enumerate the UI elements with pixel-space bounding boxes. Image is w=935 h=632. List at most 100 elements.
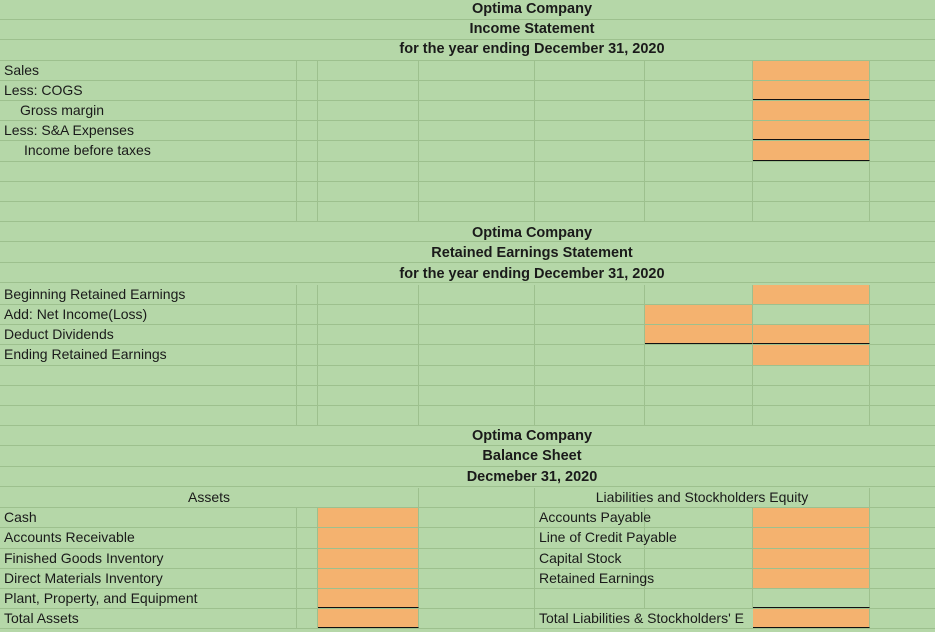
cell[interactable]	[645, 345, 753, 365]
cell[interactable]	[297, 609, 318, 629]
label-capital-stock[interactable]: Capital Stock	[535, 548, 645, 568]
cell[interactable]	[535, 305, 645, 325]
label-sa-expenses[interactable]: Less: S&A Expenses	[0, 121, 297, 141]
label-finished-goods[interactable]: Finished Goods Inventory	[0, 548, 297, 568]
cell[interactable]	[645, 80, 753, 100]
cell[interactable]	[318, 101, 419, 121]
cell[interactable]	[297, 101, 318, 121]
cell[interactable]	[318, 305, 419, 325]
cell[interactable]	[419, 568, 535, 588]
cell[interactable]	[419, 345, 535, 365]
cell[interactable]	[753, 161, 870, 181]
cell[interactable]	[645, 141, 753, 161]
cell[interactable]	[318, 284, 419, 304]
input-cogs[interactable]	[753, 80, 870, 100]
cell[interactable]	[535, 121, 645, 141]
cell[interactable]	[318, 345, 419, 365]
cell[interactable]	[297, 508, 318, 528]
cell[interactable]	[645, 161, 753, 181]
cell[interactable]	[645, 385, 753, 405]
cell[interactable]	[645, 121, 753, 141]
input-income-before-taxes[interactable]	[753, 141, 870, 161]
cell[interactable]	[870, 162, 935, 181]
cell[interactable]	[318, 121, 419, 141]
cell[interactable]	[0, 161, 297, 181]
label-accounts-payable[interactable]: Accounts Payable	[535, 508, 651, 528]
cell[interactable]	[645, 101, 753, 121]
input-sa-expenses[interactable]	[753, 121, 870, 141]
input-accounts-payable[interactable]	[753, 508, 870, 528]
cell[interactable]	[419, 609, 535, 629]
cell[interactable]	[535, 181, 645, 201]
cell[interactable]	[870, 488, 935, 507]
cell[interactable]	[419, 508, 535, 528]
label-dividends[interactable]: Deduct Dividends	[0, 325, 297, 345]
cell[interactable]	[318, 161, 419, 181]
cell[interactable]	[297, 161, 318, 181]
cell[interactable]	[297, 202, 318, 222]
cell[interactable]	[318, 325, 419, 345]
cell[interactable]	[419, 60, 535, 80]
input-dividends-total[interactable]	[753, 325, 870, 345]
cell[interactable]	[535, 365, 645, 385]
input-capital-stock[interactable]	[753, 548, 870, 568]
cell[interactable]	[753, 181, 870, 201]
cell[interactable]	[419, 101, 535, 121]
label-cash[interactable]: Cash	[0, 508, 297, 528]
cell[interactable]	[297, 305, 318, 325]
cell[interactable]	[870, 406, 935, 425]
cell[interactable]	[419, 385, 535, 405]
cell[interactable]	[419, 141, 535, 161]
cell[interactable]	[419, 488, 535, 508]
cell[interactable]	[870, 61, 935, 80]
cell[interactable]	[870, 325, 935, 344]
cell[interactable]	[297, 325, 318, 345]
cell[interactable]	[645, 202, 753, 222]
label-income-before-taxes[interactable]: Income before taxes	[0, 141, 297, 161]
cell[interactable]	[535, 161, 645, 181]
cell[interactable]	[419, 305, 535, 325]
cell[interactable]	[870, 528, 935, 547]
cell[interactable]	[870, 589, 935, 608]
cell[interactable]	[419, 161, 535, 181]
cell[interactable]	[870, 141, 935, 160]
label-gross-margin[interactable]: Gross margin	[0, 101, 297, 121]
cell[interactable]	[870, 81, 935, 100]
cell[interactable]	[318, 80, 419, 100]
cell[interactable]	[419, 80, 535, 100]
input-cash[interactable]	[318, 508, 419, 528]
cell[interactable]	[297, 181, 318, 201]
cell[interactable]	[318, 181, 419, 201]
cell[interactable]	[297, 365, 318, 385]
cell[interactable]	[297, 121, 318, 141]
cell[interactable]	[870, 121, 935, 140]
cell[interactable]	[535, 345, 645, 365]
cell[interactable]	[419, 528, 535, 548]
cell[interactable]	[753, 406, 870, 426]
label-total-liabilities-equity[interactable]: Total Liabilities & Stockholders' E	[539, 610, 744, 627]
cell[interactable]	[297, 80, 318, 100]
input-net-income[interactable]	[645, 305, 753, 325]
cell[interactable]	[419, 365, 535, 385]
input-dividends[interactable]	[645, 325, 753, 345]
cell[interactable]	[0, 385, 297, 405]
label-beginning-re[interactable]: Beginning Retained Earnings	[0, 284, 297, 304]
cell[interactable]	[419, 284, 535, 304]
label-direct-materials[interactable]: Direct Materials Inventory	[0, 568, 297, 588]
cell[interactable]	[297, 548, 318, 568]
cell[interactable]	[645, 508, 753, 528]
cell[interactable]	[870, 569, 935, 588]
cell[interactable]	[645, 284, 753, 304]
cell[interactable]	[535, 589, 645, 609]
input-total-assets[interactable]	[318, 609, 419, 629]
cell[interactable]	[535, 406, 645, 426]
cell[interactable]	[870, 345, 935, 364]
label-cogs[interactable]: Less: COGS	[0, 80, 297, 100]
cell[interactable]	[297, 385, 318, 405]
cell[interactable]	[297, 284, 318, 304]
cell[interactable]	[870, 609, 935, 628]
label-ppe[interactable]: Plant, Property, and Equipment	[0, 589, 297, 609]
label-bs-retained-earnings[interactable]: Retained Earnings	[535, 568, 654, 588]
cell[interactable]	[753, 385, 870, 405]
cell[interactable]	[870, 305, 935, 324]
